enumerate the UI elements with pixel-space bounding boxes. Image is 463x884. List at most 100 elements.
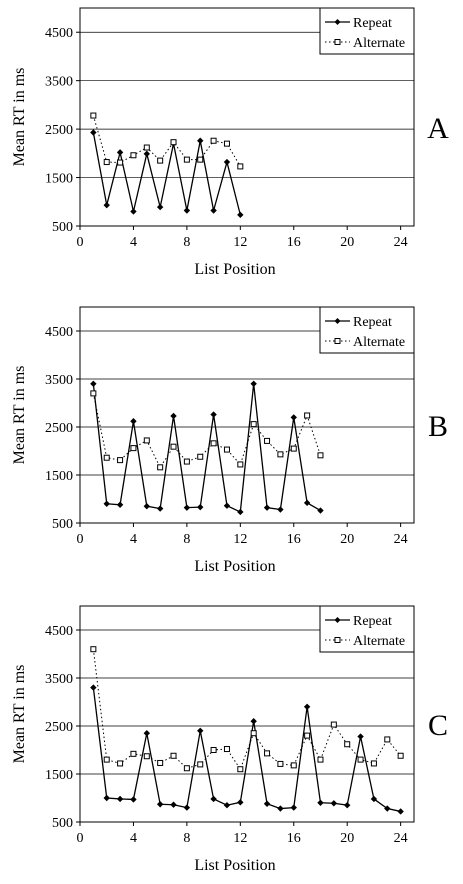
data-point-alternate xyxy=(264,750,271,757)
y-tick-label: 1500 xyxy=(45,768,73,783)
data-point-repeat xyxy=(237,508,244,516)
series-line-repeat xyxy=(92,132,241,216)
data-point-repeat xyxy=(116,149,124,156)
data-point-alternate xyxy=(304,732,311,739)
x-tick-label: 4 xyxy=(130,532,137,547)
data-point-repeat xyxy=(197,503,204,511)
legend: Repeat Alternate xyxy=(319,605,415,653)
data-point-alternate xyxy=(277,760,284,767)
data-point-repeat xyxy=(197,137,204,144)
chart-panel-b: 500 1500 2500 3500 4500 0 4 8 12 16 20 24 List Posit… xyxy=(11,306,448,575)
legend-label-alternate: Alternate xyxy=(353,36,405,51)
data-point-alternate xyxy=(157,464,164,471)
data-point-repeat xyxy=(170,412,177,420)
y-tick-label: 1500 xyxy=(45,172,73,187)
data-point-alternate xyxy=(344,741,351,748)
legend-marker-alternate xyxy=(334,338,341,344)
legend-box xyxy=(319,306,415,354)
data-point-alternate xyxy=(357,756,364,763)
data-point-repeat xyxy=(303,703,311,710)
data-point-alternate xyxy=(210,440,217,447)
chart-panel-a: 500 1500 2500 3500 4500 0 4 8 12 16 20 24 List Posit… xyxy=(11,7,449,278)
panel-label: C xyxy=(428,709,448,742)
data-point-repeat xyxy=(90,129,97,136)
data-point-repeat xyxy=(183,504,191,511)
y-tick-label: 2500 xyxy=(45,421,73,436)
x-tick-label: 24 xyxy=(394,831,408,846)
y-tick-label: 2500 xyxy=(45,123,73,138)
x-tick-label: 0 xyxy=(77,235,84,250)
data-point-repeat xyxy=(130,796,137,803)
legend: Repeat Alternate xyxy=(319,306,415,354)
y-axis-label: Mean RT in ms xyxy=(11,68,28,167)
x-tick-label: 8 xyxy=(183,831,190,846)
data-point-repeat xyxy=(183,207,191,214)
series-alternate xyxy=(90,112,244,170)
y-axis-label: Mean RT in ms xyxy=(11,366,28,465)
data-point-alternate xyxy=(170,443,177,450)
x-tick-label: 12 xyxy=(233,831,247,846)
x-tick-label: 20 xyxy=(340,532,354,547)
data-point-alternate xyxy=(237,766,244,773)
data-point-repeat xyxy=(223,802,231,809)
legend-label-repeat: Repeat xyxy=(353,315,392,330)
x-tick-label: 16 xyxy=(287,235,301,250)
data-point-repeat xyxy=(143,150,150,158)
data-point-alternate xyxy=(250,421,257,428)
data-point-repeat xyxy=(210,411,217,418)
legend-label-repeat: Repeat xyxy=(353,16,392,31)
data-point-repeat xyxy=(290,414,297,421)
y-tick-label: 500 xyxy=(52,220,73,235)
legend: Repeat Alternate xyxy=(319,7,415,55)
data-point-alternate xyxy=(290,762,297,769)
x-tick-label: 12 xyxy=(233,235,247,250)
x-tick-label: 16 xyxy=(287,532,301,547)
data-point-repeat xyxy=(250,718,257,725)
legend-marker-repeat xyxy=(334,617,341,623)
data-point-alternate xyxy=(210,747,217,753)
data-point-alternate xyxy=(197,761,204,768)
data-point-alternate xyxy=(90,646,97,653)
data-point-alternate xyxy=(264,437,271,444)
data-point-repeat xyxy=(90,380,97,387)
data-point-repeat xyxy=(317,799,324,806)
plot-frame xyxy=(79,306,415,524)
data-point-repeat xyxy=(143,503,150,510)
data-point-repeat xyxy=(223,502,231,509)
data-point-repeat xyxy=(397,808,404,815)
data-point-repeat xyxy=(223,158,231,166)
data-point-repeat xyxy=(210,795,217,803)
series-alternate xyxy=(90,646,404,773)
data-point-alternate xyxy=(143,144,150,151)
panel-label: A xyxy=(427,112,449,145)
data-point-alternate xyxy=(210,137,217,144)
data-point-repeat xyxy=(250,380,257,387)
y-tick-label: 3500 xyxy=(45,672,73,687)
data-point-alternate xyxy=(117,159,124,166)
data-point-alternate xyxy=(157,759,164,766)
data-point-alternate xyxy=(90,390,97,397)
x-tick-label: 24 xyxy=(394,235,408,250)
data-point-alternate xyxy=(237,163,244,170)
series-line-repeat xyxy=(92,383,321,513)
data-point-alternate xyxy=(223,446,230,453)
legend-label-repeat: Repeat xyxy=(353,614,392,629)
x-tick-label: 0 xyxy=(77,831,84,846)
data-point-alternate xyxy=(277,451,284,458)
data-point-repeat xyxy=(237,799,244,806)
data-point-alternate xyxy=(304,412,311,419)
data-point-alternate xyxy=(183,765,190,772)
series-repeat xyxy=(90,684,404,815)
data-point-alternate xyxy=(384,736,391,743)
data-point-repeat xyxy=(90,684,97,691)
data-point-alternate xyxy=(183,458,190,465)
data-point-alternate xyxy=(90,112,97,119)
data-point-repeat xyxy=(237,211,244,219)
data-point-repeat xyxy=(197,727,204,734)
data-point-repeat xyxy=(210,207,217,214)
data-point-alternate xyxy=(103,159,110,166)
y-tick-label: 1500 xyxy=(45,469,73,484)
data-point-repeat xyxy=(384,805,391,812)
y-tick-label: 4500 xyxy=(45,26,73,41)
